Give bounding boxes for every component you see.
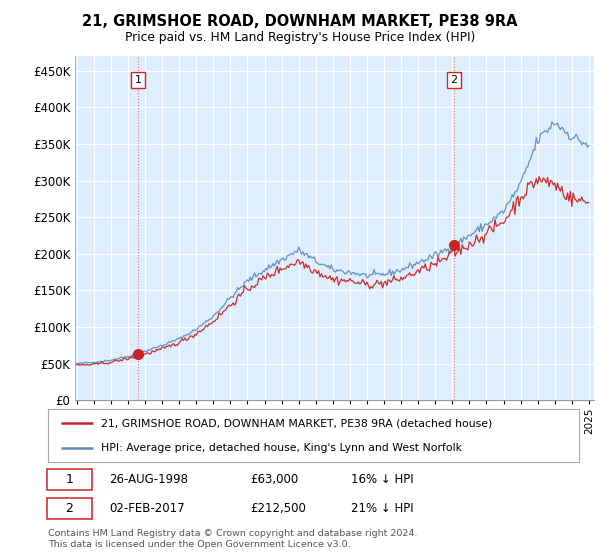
Text: 2: 2 [65, 502, 73, 515]
FancyBboxPatch shape [47, 498, 92, 520]
Text: 2: 2 [450, 75, 457, 85]
Text: Price paid vs. HM Land Registry's House Price Index (HPI): Price paid vs. HM Land Registry's House … [125, 31, 475, 44]
Text: 02-FEB-2017: 02-FEB-2017 [109, 502, 185, 515]
Text: 1: 1 [65, 473, 73, 486]
Text: 16% ↓ HPI: 16% ↓ HPI [350, 473, 413, 486]
Text: Contains HM Land Registry data © Crown copyright and database right 2024.
This d: Contains HM Land Registry data © Crown c… [48, 529, 418, 549]
Text: £212,500: £212,500 [250, 502, 305, 515]
Text: 21% ↓ HPI: 21% ↓ HPI [350, 502, 413, 515]
Text: HPI: Average price, detached house, King's Lynn and West Norfolk: HPI: Average price, detached house, King… [101, 442, 462, 452]
Text: £63,000: £63,000 [250, 473, 298, 486]
Text: 21, GRIMSHOE ROAD, DOWNHAM MARKET, PE38 9RA (detached house): 21, GRIMSHOE ROAD, DOWNHAM MARKET, PE38 … [101, 418, 493, 428]
FancyBboxPatch shape [47, 469, 92, 490]
Text: 1: 1 [134, 75, 142, 85]
Text: 26-AUG-1998: 26-AUG-1998 [109, 473, 188, 486]
Text: 21, GRIMSHOE ROAD, DOWNHAM MARKET, PE38 9RA: 21, GRIMSHOE ROAD, DOWNHAM MARKET, PE38 … [82, 14, 518, 29]
